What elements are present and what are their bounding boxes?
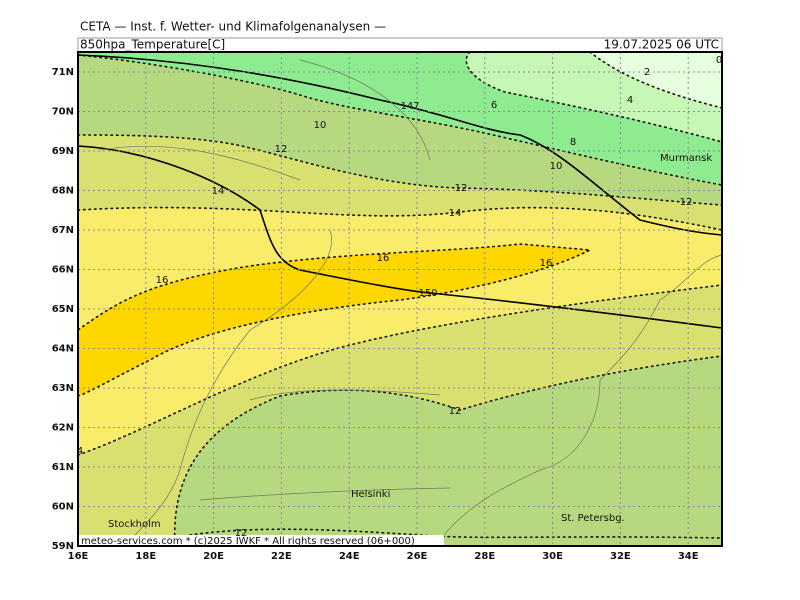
field-title: 850hpa_Temperature[C] bbox=[80, 38, 225, 52]
source-title: CETA — Inst. f. Wetter- und Klimafolgena… bbox=[80, 20, 386, 34]
contour-label: 16 bbox=[156, 275, 169, 286]
map-frame bbox=[77, 51, 723, 547]
contour-label: 10 bbox=[314, 120, 327, 131]
lat-label: 60N bbox=[52, 502, 74, 513]
contour-label: 10 bbox=[550, 161, 563, 172]
valid-time: 19.07.2025 06 UTC bbox=[604, 38, 719, 52]
contour-label: 12 bbox=[455, 183, 468, 194]
contour-label: 12 bbox=[275, 144, 288, 155]
lon-label: 20E bbox=[203, 551, 224, 562]
contour-label: 4 bbox=[627, 95, 633, 106]
lat-label: 68N bbox=[52, 186, 74, 197]
footer: meteo-services.com * (c)2025 IWKF * All … bbox=[81, 536, 415, 547]
lat-label: 62N bbox=[52, 423, 74, 434]
place-label: Stockholm bbox=[108, 519, 161, 530]
contour-label: 12 bbox=[235, 528, 248, 539]
lon-label: 32E bbox=[610, 551, 631, 562]
contour-label: 6 bbox=[491, 100, 497, 111]
lat-label: 64N bbox=[52, 344, 74, 355]
lon-label: 16E bbox=[68, 551, 89, 562]
lat-label: 70N bbox=[52, 107, 74, 118]
lat-label: 65N bbox=[52, 304, 74, 315]
lat-label: 66N bbox=[52, 265, 74, 276]
contour-label: 12 bbox=[449, 406, 462, 417]
map-area bbox=[78, 52, 722, 546]
lon-label: 30E bbox=[542, 551, 563, 562]
lon-label: 34E bbox=[678, 551, 699, 562]
contour-label: 14 bbox=[212, 186, 225, 197]
lat-label: 59N bbox=[52, 541, 74, 552]
lon-label: 26E bbox=[407, 551, 428, 562]
contour-label: 0 bbox=[716, 55, 722, 66]
lat-label: 67N bbox=[52, 225, 74, 236]
lat-label: 71N bbox=[52, 67, 74, 78]
contour-label: 2 bbox=[644, 67, 650, 78]
lat-label: 69N bbox=[52, 146, 74, 157]
contour-label: 12 bbox=[680, 197, 693, 208]
lon-label: 18E bbox=[135, 551, 156, 562]
lon-label: 22E bbox=[271, 551, 292, 562]
footer-bg bbox=[78, 535, 444, 546]
grid bbox=[78, 52, 722, 546]
lat-label: 61N bbox=[52, 462, 74, 473]
place-label: Murmansk bbox=[660, 153, 712, 164]
contour-label: 8 bbox=[570, 137, 576, 148]
contour-label: 4 bbox=[77, 446, 83, 457]
lat-label: 63N bbox=[52, 383, 74, 394]
lon-label: 24E bbox=[339, 551, 360, 562]
contour-label: 147 bbox=[400, 101, 419, 112]
place-label: Helsinki bbox=[351, 489, 390, 500]
contour-label: 16 bbox=[377, 253, 390, 264]
contour-label: 150 bbox=[418, 288, 437, 299]
lon-label: 28E bbox=[474, 551, 495, 562]
contour-label: 14 bbox=[449, 208, 462, 219]
contour-label: 16 bbox=[540, 258, 553, 269]
place-label: St. Petersbg. bbox=[561, 513, 625, 524]
